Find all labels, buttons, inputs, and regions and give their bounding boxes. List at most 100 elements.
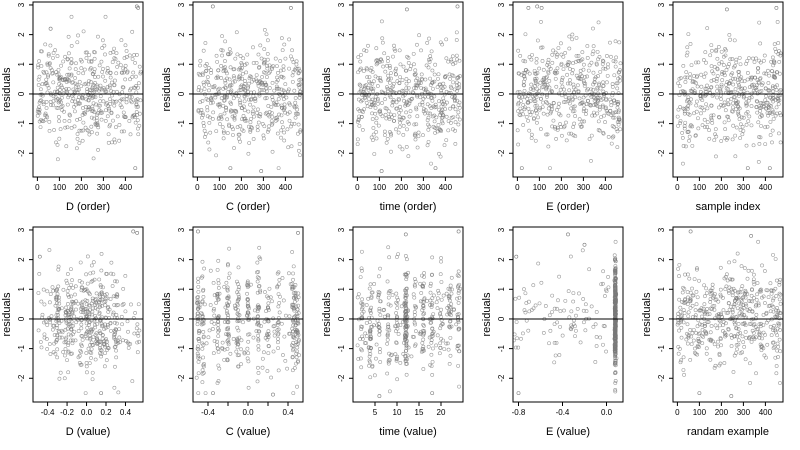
data-point xyxy=(269,375,273,380)
data-point xyxy=(438,40,443,45)
data-point xyxy=(770,84,775,89)
data-point xyxy=(283,110,288,115)
data-point xyxy=(262,27,267,32)
data-point xyxy=(203,63,208,68)
data-point xyxy=(601,342,605,347)
points-group xyxy=(36,229,142,396)
data-point xyxy=(239,61,244,65)
data-point xyxy=(43,42,48,47)
data-point xyxy=(770,85,775,90)
data-point xyxy=(357,123,362,128)
data-point xyxy=(86,107,90,112)
data-point xyxy=(257,255,262,260)
data-point xyxy=(425,40,430,45)
data-point xyxy=(216,68,221,73)
data-point xyxy=(771,252,775,257)
data-point xyxy=(69,306,74,311)
data-point xyxy=(559,61,564,66)
data-point xyxy=(745,71,750,75)
data-point xyxy=(256,314,260,319)
data-point xyxy=(365,75,370,80)
data-point xyxy=(522,308,527,313)
data-point xyxy=(761,346,766,351)
data-point xyxy=(703,331,708,336)
data-point xyxy=(685,97,690,102)
data-point xyxy=(293,283,298,287)
data-point xyxy=(550,52,555,57)
data-point xyxy=(197,85,201,90)
data-point xyxy=(359,249,364,254)
data-point xyxy=(688,42,693,46)
data-point xyxy=(89,80,93,84)
data-point xyxy=(296,341,300,346)
data-point xyxy=(202,135,207,139)
data-point xyxy=(717,353,722,357)
data-point xyxy=(426,111,431,116)
data-point xyxy=(226,275,231,280)
data-point xyxy=(555,66,560,71)
data-point xyxy=(429,338,434,343)
data-point xyxy=(708,292,713,297)
data-point xyxy=(714,79,719,84)
data-point xyxy=(558,324,562,329)
data-point xyxy=(700,314,704,319)
data-point xyxy=(559,52,564,57)
data-point xyxy=(422,311,427,316)
data-point xyxy=(759,348,764,353)
data-point xyxy=(613,59,618,64)
data-point xyxy=(555,107,559,112)
y-tick-label: -1 xyxy=(17,120,26,128)
data-point xyxy=(421,306,426,311)
data-point xyxy=(102,342,106,346)
data-point xyxy=(134,110,139,114)
data-point xyxy=(226,52,231,57)
data-point xyxy=(223,105,228,110)
y-tick-label: 0 xyxy=(497,316,506,321)
data-point xyxy=(582,62,586,67)
data-point xyxy=(42,302,47,307)
y-tick-label: 2 xyxy=(657,32,666,37)
data-point xyxy=(616,115,621,120)
data-point xyxy=(389,149,393,154)
data-point xyxy=(367,348,372,353)
data-point xyxy=(394,358,399,363)
data-point xyxy=(417,33,422,38)
data-point xyxy=(65,358,69,363)
y-tick-label: 1 xyxy=(17,287,26,292)
data-point xyxy=(686,95,691,100)
data-point xyxy=(768,119,773,124)
data-point xyxy=(601,80,605,85)
y-tick-label: -2 xyxy=(657,374,666,382)
data-point xyxy=(601,131,606,136)
data-point xyxy=(295,320,300,325)
data-point xyxy=(75,136,80,141)
data-point xyxy=(758,288,763,293)
data-point xyxy=(121,66,126,71)
data-point xyxy=(124,93,129,98)
data-point xyxy=(368,81,373,86)
data-point xyxy=(718,292,723,297)
data-point xyxy=(137,123,142,128)
data-point xyxy=(412,303,417,308)
data-point xyxy=(73,109,77,114)
data-point xyxy=(771,328,776,332)
data-point xyxy=(75,40,80,45)
data-point xyxy=(281,68,286,72)
data-point xyxy=(278,59,283,63)
data-point xyxy=(682,286,687,291)
data-point xyxy=(730,137,735,142)
data-point xyxy=(108,122,112,127)
data-point xyxy=(595,87,600,92)
data-point xyxy=(531,86,535,91)
data-point xyxy=(703,329,707,334)
data-point xyxy=(745,276,750,281)
data-point xyxy=(599,98,604,102)
data-point xyxy=(226,340,231,345)
data-point xyxy=(375,318,380,323)
data-point xyxy=(690,124,695,129)
data-point xyxy=(78,362,83,367)
data-point xyxy=(440,86,445,91)
data-point xyxy=(775,306,779,310)
data-point xyxy=(241,87,246,91)
